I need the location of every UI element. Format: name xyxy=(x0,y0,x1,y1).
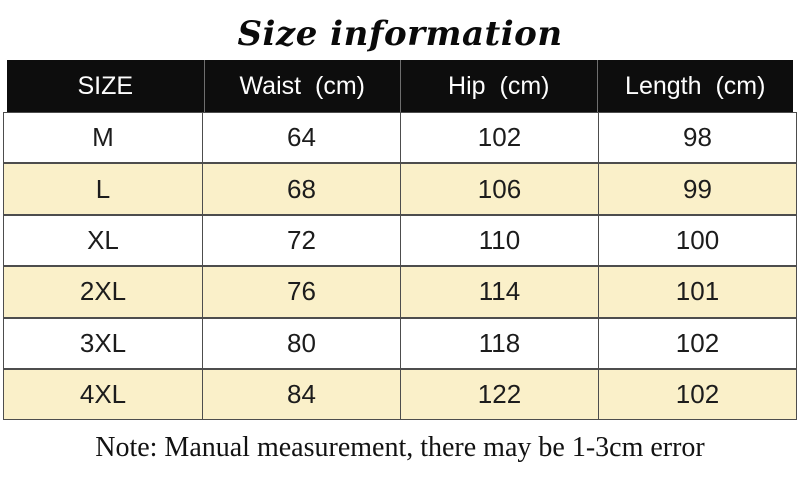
hip-cell: 114 xyxy=(400,267,598,317)
page-title: Size information xyxy=(237,14,563,54)
column-header-hip: Hip (cm) xyxy=(400,60,597,112)
hip-cell: 102 xyxy=(400,113,598,163)
size-table: SIZE Waist (cm) Hip (cm) Length (cm) M 6… xyxy=(3,60,797,421)
waist-cell: 68 xyxy=(202,164,400,214)
hip-cell: 118 xyxy=(400,318,598,368)
length-cell: 102 xyxy=(598,369,796,420)
length-cell: 101 xyxy=(598,267,796,317)
measurement-note: Note: Manual measurement, there may be 1… xyxy=(95,432,705,464)
size-cell: XL xyxy=(87,224,119,255)
hip-cell: 110 xyxy=(400,215,598,266)
size-cell: 3XL xyxy=(79,327,127,358)
size-cell: L xyxy=(95,173,111,204)
column-header-length: Length (cm) xyxy=(596,60,794,112)
length-cell: 98 xyxy=(598,113,796,163)
waist-cell: 72 xyxy=(202,215,400,266)
size-chart-page: Size information SIZE Waist (cm) Hip (cm… xyxy=(0,10,800,464)
length-cell: 99 xyxy=(598,164,796,214)
table-row-m: M 64 102 98 xyxy=(4,113,796,163)
waist-cell: 84 xyxy=(202,369,400,420)
table-row-l: L 68 106 99 xyxy=(4,162,796,214)
size-cell: 4XL xyxy=(79,379,127,410)
waist-cell: 80 xyxy=(202,318,400,368)
column-header-waist: Waist (cm) xyxy=(203,60,401,112)
length-cell: 100 xyxy=(598,215,796,266)
table-row-4xl: 4XL 84 122 102 xyxy=(4,367,796,420)
table-header-row: SIZE Waist (cm) Hip (cm) Length (cm) xyxy=(7,60,793,112)
column-header-size: SIZE xyxy=(77,71,134,100)
length-cell: 102 xyxy=(598,318,796,368)
table-row-2xl: 2XL 76 114 101 xyxy=(4,265,796,317)
table-row-3xl: 3XL 80 118 102 xyxy=(4,316,796,368)
waist-cell: 64 xyxy=(202,113,400,163)
size-cell: M xyxy=(92,122,114,153)
hip-cell: 122 xyxy=(400,369,598,420)
size-cell: 2XL xyxy=(79,276,127,307)
table-body: M 64 102 98 L 68 106 99 XL 72 110 100 2X… xyxy=(3,112,797,421)
waist-cell: 76 xyxy=(202,267,400,317)
hip-cell: 106 xyxy=(400,164,598,214)
table-row-xl: XL 72 110 100 xyxy=(4,213,796,266)
